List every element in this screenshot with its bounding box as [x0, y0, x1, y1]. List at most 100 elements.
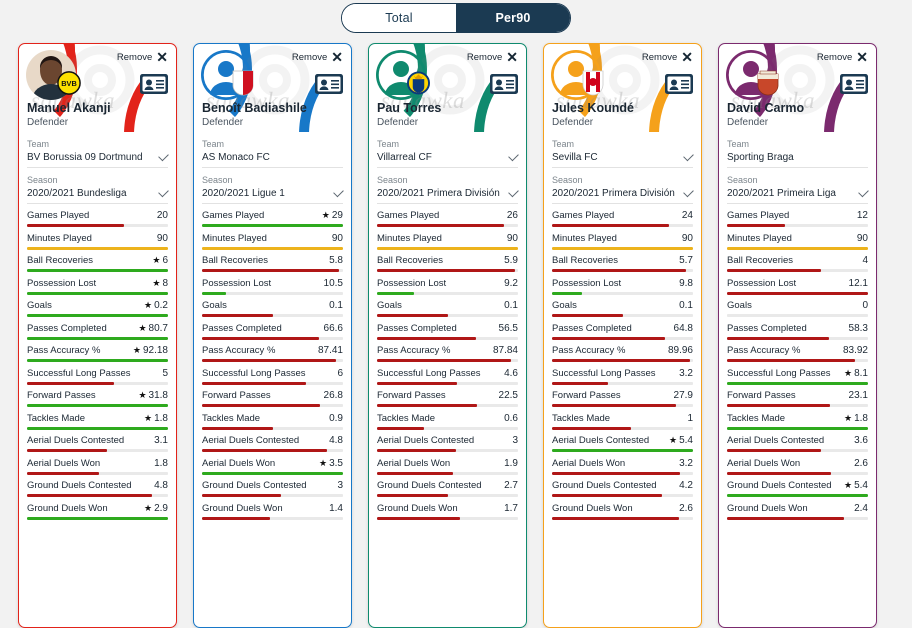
remove-label: Remove: [816, 52, 853, 63]
stat-bar-track: [202, 314, 343, 317]
season-select-row[interactable]: 2020/2021 Bundesliga: [27, 186, 169, 204]
best-value-star-icon: ★: [669, 435, 678, 445]
chevron-down-icon[interactable]: [683, 150, 694, 162]
toggle-option-per90[interactable]: Per90: [456, 4, 570, 32]
stat-name: Possession Lost: [552, 277, 622, 289]
stat-row: Ball Recoveries 5.8: [202, 255, 343, 272]
season-select-row[interactable]: 2020/2021 Primera División: [377, 186, 519, 204]
chevron-down-icon[interactable]: [508, 186, 519, 198]
player-card: squawka Remove ✕ David Carmo Defender Team Spo…: [718, 43, 877, 628]
remove-player-button[interactable]: Remove ✕: [292, 49, 343, 65]
remove-label: Remove: [116, 52, 153, 63]
player-id-card-icon[interactable]: [664, 73, 694, 95]
stat-name: Aerial Duels Won: [377, 457, 451, 469]
chevron-down-icon[interactable]: [858, 186, 869, 198]
team-select[interactable]: Team AS Monaco FC: [202, 132, 343, 168]
remove-player-button[interactable]: Remove ✕: [642, 49, 693, 65]
close-icon[interactable]: ✕: [506, 49, 518, 65]
team-select-row[interactable]: AS Monaco FC: [202, 152, 343, 168]
season-select-row[interactable]: 2020/2021 Primera División: [552, 186, 694, 204]
stat-value-group: 5.7: [679, 255, 693, 266]
close-icon[interactable]: ✕: [856, 49, 868, 65]
close-icon[interactable]: ✕: [156, 49, 168, 65]
team-select-row[interactable]: Sporting Braga: [727, 152, 868, 168]
stat-value: 23.1: [848, 390, 868, 401]
player-id-card-icon[interactable]: [139, 73, 169, 95]
stat-bar-fill: [377, 246, 518, 250]
stat-bar-fill: [377, 381, 458, 385]
stat-bar-track: [552, 449, 693, 452]
toggle-option-total[interactable]: Total: [342, 4, 456, 32]
stat-row: Games Played 12: [727, 210, 868, 227]
stat-row: Tackles Made 0.6: [377, 413, 518, 430]
stat-name: Ground Duels Contested: [202, 480, 307, 491]
season-select[interactable]: Season 2020/2021 Primera División: [552, 168, 694, 204]
stat-value: 66.6: [323, 322, 343, 334]
team-select[interactable]: Team BV Borussia 09 Dortmund: [27, 132, 169, 168]
season-select-row[interactable]: 2020/2021 Ligue 1: [202, 186, 344, 204]
stat-value: 2.7: [504, 480, 518, 491]
stat-row: Forward Passes 26.8: [202, 390, 343, 407]
stat-bar-track: [377, 291, 518, 295]
stat-value-group: 90: [857, 233, 868, 244]
stat-bar-track: [27, 471, 168, 475]
stat-name: Minutes Played: [377, 232, 442, 244]
team-select[interactable]: Team Villarreal CF: [377, 132, 519, 168]
team-select-row[interactable]: BV Borussia 09 Dortmund: [27, 150, 169, 168]
team-select[interactable]: Team Sporting Braga: [727, 132, 868, 168]
total-per90-toggle[interactable]: Total Per90: [341, 3, 571, 33]
stat-value: 90: [681, 232, 693, 244]
season-select[interactable]: Season 2020/2021 Bundesliga: [27, 168, 169, 204]
stat-value-group: 26.8: [324, 390, 343, 401]
team-select[interactable]: Team Sevilla FC: [552, 132, 694, 168]
stat-value: 90: [156, 232, 168, 244]
chevron-down-icon[interactable]: [508, 150, 519, 162]
stat-value-group: ★ 80.7: [138, 323, 168, 334]
chevron-down-icon[interactable]: [158, 150, 169, 162]
season-select[interactable]: Season 2020/2021 Ligue 1: [202, 168, 344, 204]
close-icon[interactable]: ✕: [681, 49, 693, 65]
stat-row: Minutes Played 90: [27, 233, 168, 250]
stat-value: 2.4: [854, 502, 868, 514]
best-value-star-icon: ★: [144, 300, 153, 310]
stat-bar-fill: [27, 269, 168, 272]
stat-value-group: ★ 1.8: [144, 413, 168, 424]
stat-value-group: ★ 5.4: [669, 435, 693, 446]
stat-bar-fill: [27, 224, 125, 227]
stat-name: Games Played: [377, 210, 440, 221]
stat-bar-track: [552, 471, 693, 475]
stat-bar-track: [377, 471, 518, 475]
player-id-card-icon[interactable]: [839, 73, 869, 95]
stat-value: 4.2: [679, 480, 693, 491]
chevron-down-icon[interactable]: [333, 186, 344, 198]
stat-row: Games Played 20: [27, 210, 168, 227]
stat-name: Aerial Duels Won: [727, 457, 801, 469]
season-select[interactable]: Season 2020/2021 Primeira Liga: [727, 168, 869, 204]
team-select-row[interactable]: Villarreal CF: [377, 150, 519, 168]
season-select[interactable]: Season 2020/2021 Primera División: [377, 168, 519, 204]
stat-name: Possession Lost: [27, 277, 97, 289]
chevron-down-icon[interactable]: [683, 186, 694, 198]
stat-bar-track: [377, 404, 518, 407]
stat-value: 0: [862, 300, 868, 311]
stat-name: Forward Passes: [377, 390, 446, 401]
stat-row: Ground Duels Won 2.4: [727, 503, 868, 520]
stat-row: Passes Completed 66.6: [202, 323, 343, 340]
stat-value-group: 83.92: [843, 345, 868, 356]
close-icon[interactable]: ✕: [331, 49, 343, 65]
player-id-card-icon[interactable]: [489, 73, 519, 95]
chevron-down-icon[interactable]: [158, 186, 169, 198]
stat-value: 87.84: [492, 345, 518, 356]
remove-player-button[interactable]: Remove ✕: [816, 49, 868, 65]
player-id-card-icon[interactable]: [314, 73, 344, 95]
stat-bar-track: [727, 269, 868, 272]
remove-player-button[interactable]: Remove ✕: [116, 49, 168, 65]
stat-name: Ground Duels Won: [377, 502, 458, 514]
stat-bar-track: [202, 426, 343, 430]
season-select-row[interactable]: 2020/2021 Primeira Liga: [727, 186, 869, 204]
stat-bar-fill: [552, 471, 681, 475]
stat-row: Aerial Duels Won 2.6: [727, 458, 868, 475]
remove-player-button[interactable]: Remove ✕: [467, 49, 518, 65]
stat-name: Ground Duels Contested: [377, 480, 482, 491]
team-select-row[interactable]: Sevilla FC: [552, 150, 694, 168]
